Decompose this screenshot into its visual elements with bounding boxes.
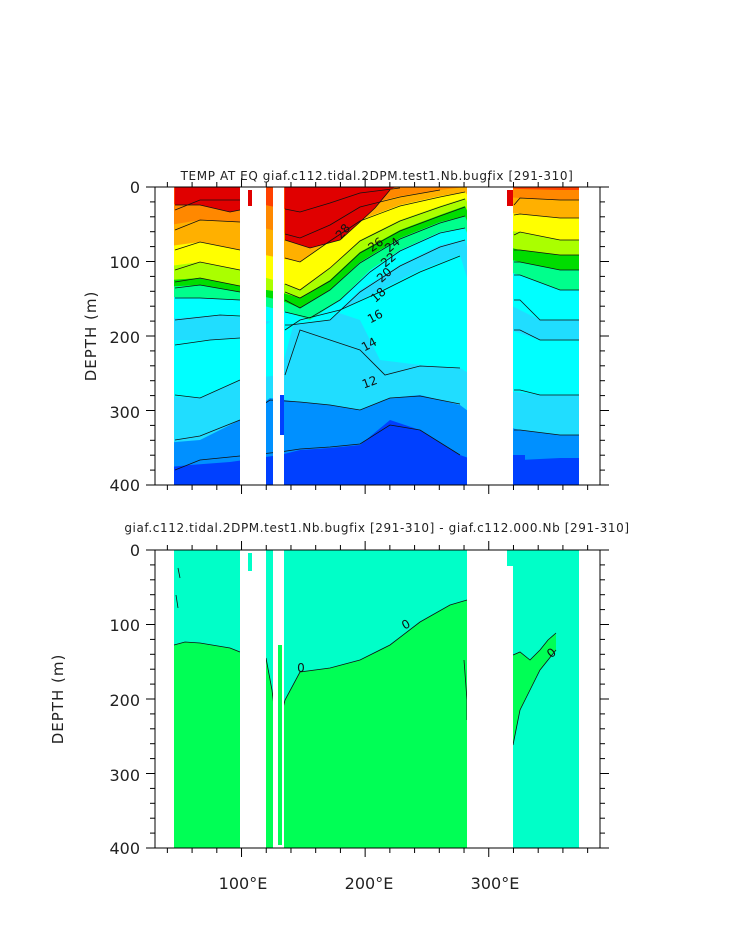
difference-contours xyxy=(173,567,557,746)
diff-title: giaf.c112.tidal.2DPM.test1.Nb.bugfix [29… xyxy=(124,521,629,535)
diff-ytick-400: 400 xyxy=(109,839,140,858)
land-mask xyxy=(155,187,600,485)
temp-band-warm-pool xyxy=(175,187,395,248)
temp-contour-label: 12 xyxy=(360,373,379,391)
temp-band-30 xyxy=(155,187,600,212)
diff-ticks xyxy=(146,541,609,857)
diff-band-negative-east xyxy=(513,633,556,745)
diff-ytick-100: 100 xyxy=(109,616,140,635)
diff-xtick-300: 300°E xyxy=(471,874,520,893)
temperature-panel: 0 100 200 300 400 DEPTH (m) TEMP AT EQ g… xyxy=(82,169,609,495)
temp-ytick-100: 100 xyxy=(109,253,140,272)
land-mask xyxy=(155,550,600,848)
temperature-field xyxy=(155,187,600,485)
temp-ticks xyxy=(146,178,609,494)
diff-contour-label: 0 xyxy=(297,661,305,675)
strait-fragment xyxy=(507,190,513,206)
temp-ylabel: DEPTH (m) xyxy=(82,291,100,382)
strait-fragment xyxy=(248,553,252,571)
strait-fragment xyxy=(278,645,282,845)
diff-xtick-100: 100°E xyxy=(219,874,268,893)
deep-fragment xyxy=(513,455,525,485)
temp-ytick-300: 300 xyxy=(109,403,140,422)
diff-ytick-200: 200 xyxy=(109,691,140,710)
diff-ytick-300: 300 xyxy=(109,766,140,785)
strait-fragment xyxy=(248,190,252,206)
deep-fragment xyxy=(280,395,284,435)
temp-contour-label: 14 xyxy=(359,335,379,355)
temp-title: TEMP AT EQ giaf.c112.tidal.2DPM.test1.Nb… xyxy=(180,169,574,183)
difference-field xyxy=(155,550,600,848)
difference-panel: 0 100 200 300 400 100°E 200°E 300°E DEPT… xyxy=(49,521,629,893)
diff-ylabel: DEPTH (m) xyxy=(49,654,67,745)
temp-ytick-400: 400 xyxy=(109,476,140,495)
temp-contour-label: 16 xyxy=(365,307,385,327)
temp-ytick-200: 200 xyxy=(109,328,140,347)
diff-ytick-0: 0 xyxy=(130,541,140,560)
temperature-contours xyxy=(174,187,580,471)
temp-ytick-0: 0 xyxy=(130,178,140,197)
diff-xtick-200: 200°E xyxy=(345,874,394,893)
